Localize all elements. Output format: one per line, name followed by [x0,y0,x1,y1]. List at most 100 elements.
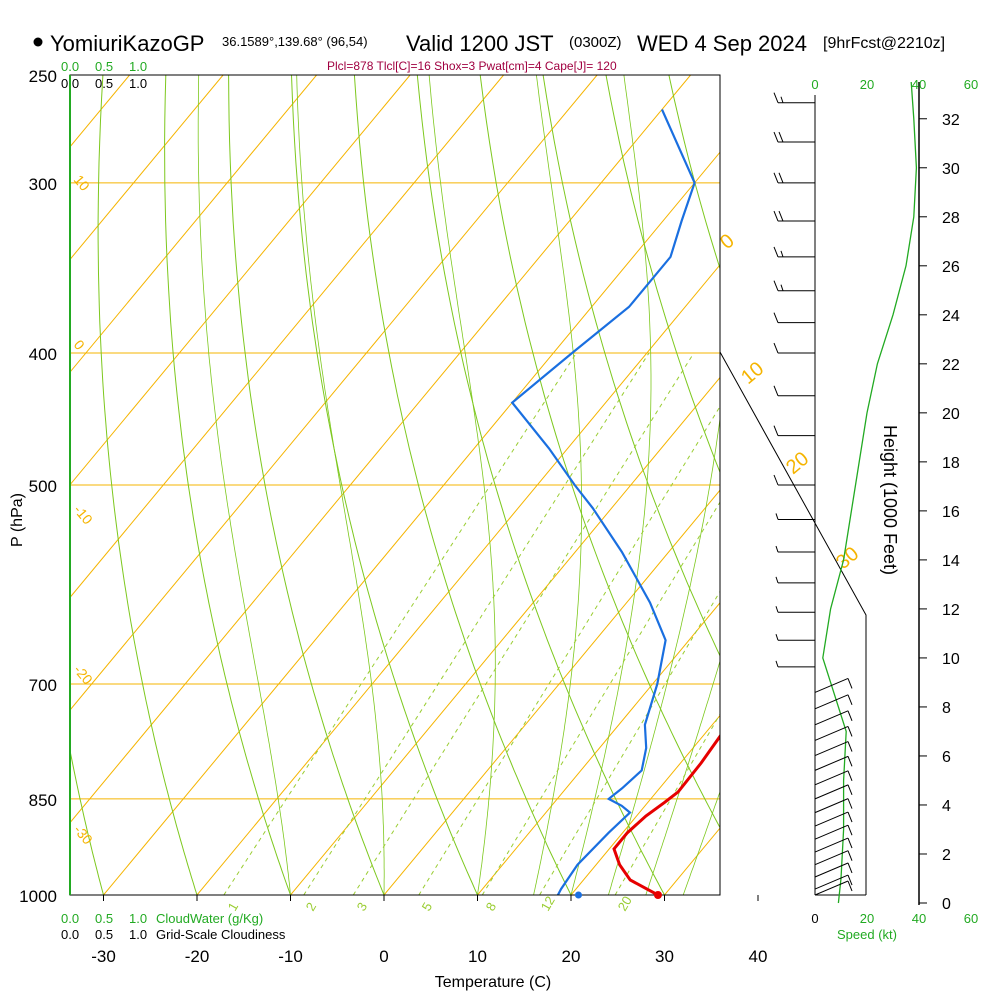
dry-adiabat [416,75,665,895]
dry-adiabat [97,75,198,895]
isotherm [196,264,720,895]
height-tick-2: 2 [942,847,951,864]
stability-indices: Plcl=878 Tlcl[C]=16 Shox=3 Pwat[cm]=4 Ca… [327,59,617,73]
p-tick-400: 400 [29,345,57,364]
isotherm [477,602,720,895]
speed-tick-bottom-60: 60 [964,911,978,926]
cloudiness-top-1: 0.5 [95,76,113,91]
mixing-ratio-line [481,501,720,895]
x-tick-20: 20 [562,947,581,966]
moist-adiabat [682,790,720,895]
dry-adiabat [479,75,720,829]
station-coords: 36.1589°,139.68° (96,54) [222,34,368,49]
y-axis-title: P (hPa) [9,493,26,547]
parcel-curve [744,353,866,684]
dry-adiabat [605,75,720,474]
wind-barb [814,798,853,814]
isotherm-label: 0 [716,230,739,254]
moist-adiabat [197,75,291,895]
x-tick-0: 0 [379,947,388,966]
wind-barb [814,755,853,771]
p-tick-1000: 1000 [19,887,57,906]
wind-barb [775,576,815,584]
moist-adiabat [608,415,720,895]
wind-barb [814,694,853,710]
p-tick-850: 850 [29,791,57,810]
wind-barb [775,513,815,520]
wind-barb [773,92,815,104]
cloudwater-bottom-0: 0.0 [61,911,79,926]
cloudwater-label: CloudWater (g/Kg) [156,911,263,926]
cloudiness-bottom-0: 0.0 [61,927,79,942]
isotherm [70,75,598,711]
wind-barb [814,824,853,840]
station-name: YomiuriKazoGP [50,31,204,56]
speed-tick-bottom-20: 20 [860,911,874,926]
isotherm-label: -30 [71,822,96,848]
isotherm [70,75,504,599]
dry-adiabat [291,75,478,895]
isotherm [852,75,1000,895]
speed-tick-top-20: 20 [860,77,874,92]
cloudwater-bottom-1: 0.5 [95,911,113,926]
mixing-ratio-label: 20 [615,893,635,913]
x-tick-10: 10 [468,947,487,966]
height-tick-32: 32 [942,112,960,129]
wind-barb [814,874,853,890]
height-tick-16: 16 [942,504,960,521]
x-tick--30: -30 [91,947,116,966]
forecast-info: [9hrFcst@2210z] [823,35,945,52]
wind-barb [773,385,815,397]
station-marker [33,37,43,47]
speed-tick-top-60: 60 [964,77,978,92]
wind-barb [773,280,815,292]
wind-barb [814,862,853,878]
dry-adiabat [542,75,720,657]
cloudiness-top-2: 1.0 [129,76,147,91]
mixing-ratio-label: 3 [354,900,371,914]
height-tick-22: 22 [942,357,960,374]
speed-tick-bottom-40: 40 [912,911,926,926]
mixing-ratio-line [303,352,650,895]
cloudwater-bottom-2: 1.0 [129,911,147,926]
isotherm [70,75,411,486]
height-tick-20: 20 [942,406,960,423]
isotherm [103,151,720,895]
x-tick--20: -20 [185,947,210,966]
wind-barb [773,131,815,143]
wind-barb [773,342,815,354]
height-tick-30: 30 [942,161,960,178]
speed-tick-bottom-0: 0 [811,911,818,926]
wind-barb [814,837,853,853]
wind-barb [814,784,853,800]
mixing-ratio-label: 5 [419,900,436,914]
p-tick-700: 700 [29,676,57,695]
chart-profiles [510,109,866,895]
height-tick-12: 12 [942,602,960,619]
wind-barb [773,210,815,222]
wind-barb [775,545,815,553]
wind-barb [773,172,815,184]
cloudwater-top-1: 0.5 [95,59,113,74]
wind-barb [773,474,815,486]
isotherm-label: 0 [71,337,88,353]
wind-barb [775,634,815,641]
moist-adiabat [296,75,385,895]
wind-barb [773,246,815,258]
isotherm [290,376,720,895]
height-tick-18: 18 [942,455,960,472]
dry-adiabat [353,75,572,895]
height-axis-title: Height (1000 Feet) [880,425,900,575]
valid-date: WED 4 Sep 2024 [637,31,807,56]
cloudiness-bottom-1: 0.5 [95,927,113,942]
wind-speed-panel: 0246810121416182022242628303200202040406… [811,77,978,926]
isotherm-label: 20 [782,448,813,479]
height-tick-6: 6 [942,749,951,766]
x-tick-30: 30 [655,947,674,966]
dry-adiabat [228,75,385,895]
wind-barb [814,741,853,757]
wind-barb [775,660,815,668]
